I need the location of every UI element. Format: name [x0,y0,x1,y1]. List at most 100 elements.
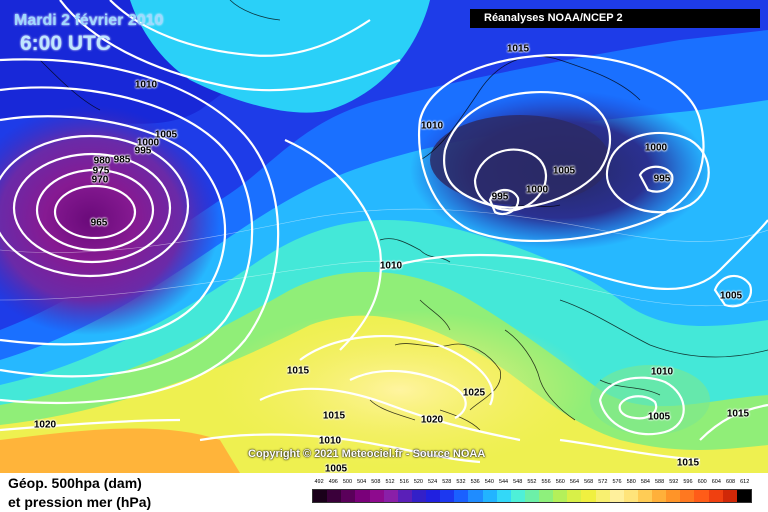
pressure-label: 1005 [154,129,178,141]
scale-swatch [609,490,624,502]
scale-tick-label: 500 [342,479,353,485]
scale-tick-label: 508 [371,479,381,485]
scale-swatch [736,490,751,502]
pressure-label: 965 [90,217,108,229]
legend-line-pressure: et pression mer (hPa) [8,494,152,510]
scale-swatch [567,490,582,502]
pressure-label: 1015 [286,365,310,377]
pressure-label: 1000 [644,142,668,154]
scale-swatch [722,490,737,502]
scale-swatch [595,490,610,502]
pressure-label: 1005 [324,463,348,475]
scale-tick-label: 560 [555,479,565,485]
scale-tick-label: 520 [413,479,423,485]
pressure-label: 985 [113,154,131,166]
pressure-label: 1005 [719,290,743,302]
pressure-label: 995 [653,173,671,185]
scale-tick-label: 552 [527,479,537,485]
scale-swatch [327,490,342,502]
scale-swatch [355,490,370,502]
low-med [590,365,710,435]
pressure-label: 1015 [676,457,700,469]
scale-tick-label: 608 [725,479,736,485]
coastlines [39,0,768,431]
copyright-notice: Copyright © 2021 Meteociel.fr - Source N… [248,448,486,460]
scale-tick-label: 612 [740,479,750,485]
pressure-label: 1010 [318,435,342,447]
pressure-label: 975 [92,165,110,177]
scale-tick-label: 600 [697,479,707,485]
pressure-label: 1010 [420,120,444,132]
scale-tick-label: 512 [385,479,395,485]
pressure-label: 1020 [420,414,444,426]
band-orange [0,428,240,473]
geopotential-contours [0,208,768,307]
scale-swatch [524,490,539,502]
scale-swatch [637,490,652,502]
scale-swatch [553,490,568,502]
scale-tick-label: 496 [328,479,338,485]
pressure-label: 1000 [525,184,549,196]
scale-swatch [397,490,412,502]
scale-swatch [440,490,455,502]
pressure-label: 1025 [462,387,486,399]
scale-swatch [581,490,596,502]
pressure-label: 970 [91,174,109,186]
scale-swatch [510,490,525,502]
color-scale-ticks: 492 496 500 504 508 512 516 520 524 528 532 536 540 5… [312,479,752,489]
pressure-label: 1015 [322,410,346,422]
scale-tick-label: 540 [484,479,494,485]
scale-tick-label: 504 [357,479,367,485]
scale-swatch [468,490,483,502]
scale-tick-label: 528 [442,479,452,485]
scale-tick-label: 568 [584,479,594,485]
scale-swatch [369,490,384,502]
scale-tick-label: 588 [655,479,665,485]
scale-swatch [454,490,469,502]
pressure-label: 1015 [506,43,530,55]
scale-tick-label: 544 [498,479,509,485]
scale-tick-label: 536 [470,479,480,485]
scale-swatch [383,490,398,502]
scale-swatch [666,490,681,502]
scale-swatch [426,490,441,502]
pressure-label: 1000 [136,137,160,149]
scale-swatch [496,490,511,502]
scale-tick-label: 564 [569,479,580,485]
scale-tick-label: 492 [314,479,324,485]
pressure-label: 1010 [379,260,403,272]
scale-tick-label: 572 [598,479,608,485]
isobars [0,0,768,464]
scale-tick-label: 548 [513,479,523,485]
pressure-label: 1005 [647,411,671,423]
pressure-label: 1010 [134,79,158,91]
scale-tick-label: 592 [669,479,679,485]
low-north-deep [430,115,610,205]
scale-tick-label: 596 [683,479,693,485]
low-west-core [0,105,220,335]
legend-title: Géop. 500hpa (dam) et pression mer (hPa) [8,474,151,512]
scale-tick-label: 604 [711,479,721,485]
scale-tick-label: 532 [456,479,466,485]
scale-tick-label: 580 [626,479,636,485]
pressure-label: 995 [134,145,152,157]
map-date: Mardi 2 février 2010 [14,12,164,29]
scale-swatch [694,490,709,502]
scale-tick-label: 576 [612,479,622,485]
map-time: 6:00 UTC [20,32,112,55]
legend-line-geopotential: Géop. 500hpa (dam) [8,475,142,491]
scale-swatch [652,490,667,502]
scale-swatch [341,490,356,502]
scale-tick-label: 556 [541,479,551,485]
pressure-label: 995 [491,191,509,203]
scale-swatch [680,490,695,502]
warm-ridge [210,310,590,470]
weather-map [0,0,768,473]
pressure-label: 1005 [552,165,576,177]
scale-swatch [482,490,497,502]
scale-tick-label: 524 [428,479,438,485]
pressure-label: 1020 [33,419,57,431]
scale-swatch [411,490,426,502]
scale-tick-label: 584 [640,479,650,485]
scale-swatch [313,490,328,502]
